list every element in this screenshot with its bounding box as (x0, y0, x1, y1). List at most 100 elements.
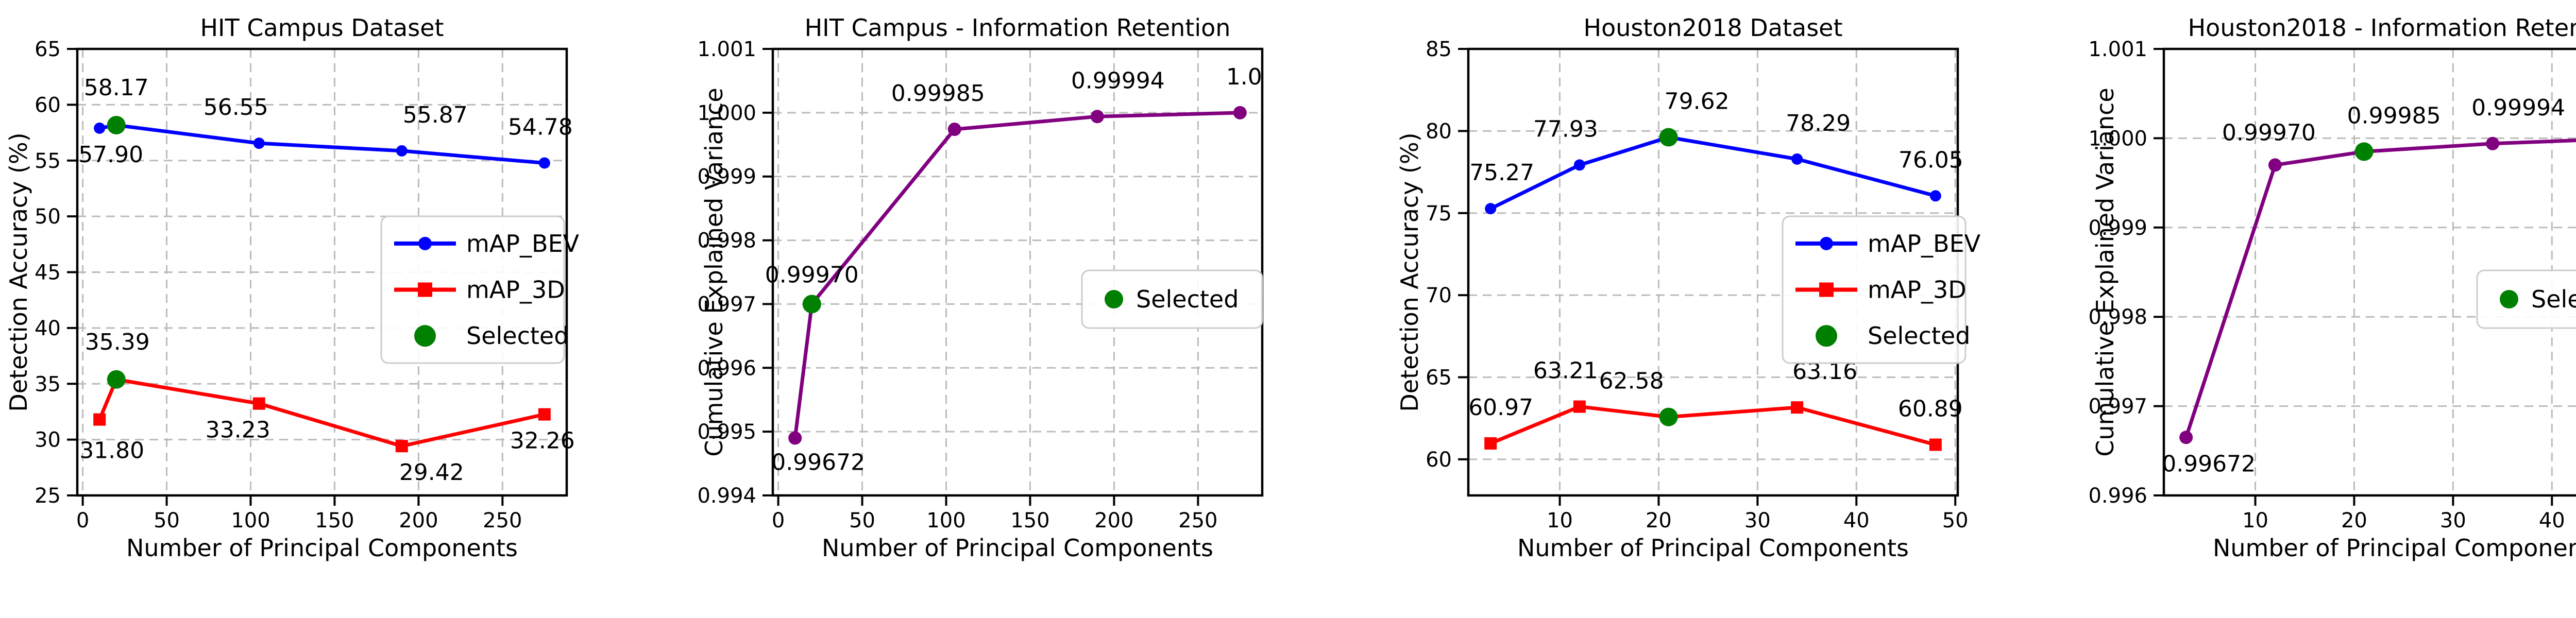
y-tick-label: 0.996 (697, 356, 756, 380)
y-tick-label: 45 (35, 261, 61, 285)
y-tick-label: 40 (35, 317, 61, 340)
x-axis-label: Number of Principal Components (2213, 534, 2576, 562)
x-tick-label: 20 (1646, 509, 1672, 533)
data-point-square-mAP_3D (252, 397, 265, 410)
y-tick-label: 85 (1426, 38, 1452, 61)
y-tick-label: 0.997 (2088, 395, 2147, 419)
data-point-mAP_BEV (1791, 153, 1803, 165)
legend-label: Selected (1136, 285, 1239, 313)
data-point-cumulative_explained_variance (2486, 136, 2500, 150)
y-tick-label: 30 (35, 428, 61, 452)
point-value-label: 62.58 (1599, 368, 1664, 394)
point-value-label: 54.78 (508, 114, 573, 141)
y-axis-label: Cumulative Explained Variance (700, 88, 728, 456)
chart-background (0, 0, 696, 618)
legend-marker-circle (418, 236, 432, 250)
y-tick-label: 50 (35, 205, 61, 229)
data-point-cumulative_explained_variance (2179, 431, 2193, 444)
y-tick-label: 1.001 (2088, 38, 2147, 61)
chart-hit-campus-accuracy: 0 50 100 150 200 250 25 30 35 40 45 50 55 60 65 HIT Cam… (0, 0, 696, 618)
y-tick-label: 0.998 (2088, 305, 2147, 329)
point-value-label: 77.93 (1533, 116, 1598, 142)
x-axis-label: Number of Principal Components (1517, 534, 1909, 562)
x-tick-label: 50 (154, 509, 180, 533)
x-tick-label: 50 (1942, 509, 1969, 533)
y-tick-label: 65 (35, 38, 61, 61)
x-tick-label: 10 (1547, 509, 1573, 533)
point-value-label: 75.27 (1469, 160, 1534, 186)
y-tick-label: 0.999 (2088, 216, 2147, 240)
legend-marker-dot (414, 325, 436, 347)
chart-houston2018-accuracy: 10 20 30 40 50 60 65 70 75 80 85 Houston2018 Datase… (1391, 0, 2087, 618)
x-tick-label: 200 (1094, 509, 1133, 533)
data-point-cumulative_explained_variance (788, 431, 802, 445)
point-value-label: 29.42 (399, 459, 464, 486)
chart-cell-houston2018-accuracy: 10 20 30 40 50 60 65 70 75 80 85 Houston2018 Datase… (1391, 0, 2087, 618)
y-tick-label: 1.000 (2088, 127, 2147, 150)
data-point-cumulative_explained_variance (1090, 110, 1104, 124)
point-value-label: 0.99672 (2162, 451, 2256, 477)
x-tick-label: 100 (231, 509, 270, 533)
selected-marker (1659, 407, 1678, 426)
y-tick-label: 75 (1426, 202, 1452, 226)
legend-box (1081, 269, 1263, 329)
data-point-mAP_BEV (94, 122, 106, 134)
x-tick-label: 100 (926, 509, 965, 533)
x-tick-label: 150 (1010, 509, 1049, 533)
point-value-label: 1.0 (1226, 64, 1262, 90)
legend-label: Selected (2531, 285, 2576, 313)
y-axis-label: Detection Accuracy (%) (1396, 132, 1423, 411)
point-value-label: 32.26 (510, 428, 575, 454)
legend-label: mAP_3D (1868, 276, 1967, 304)
x-tick-label: 40 (2539, 509, 2565, 533)
x-tick-label: 250 (1178, 509, 1217, 533)
data-point-mAP_BEV (538, 157, 550, 169)
point-value-label: 55.87 (403, 102, 468, 128)
x-axis-label: Number of Principal Components (822, 534, 1213, 562)
point-value-label: 58.17 (84, 75, 149, 101)
axis-frame (2162, 47, 2576, 497)
y-tick-label: 0.996 (2088, 484, 2147, 508)
legend-label: Selected (1868, 322, 1970, 350)
y-tick-label: 25 (35, 484, 61, 508)
y-tick-label: 1.000 (697, 101, 756, 125)
x-tick-label: 30 (1744, 509, 1771, 533)
y-tick-label: 0.998 (697, 229, 756, 253)
legend-label: Selected (466, 322, 569, 350)
data-point-square-mAP_3D (1484, 437, 1497, 450)
y-tick-label: 80 (1426, 119, 1452, 143)
data-point-cumulative_explained_variance (1233, 106, 1247, 119)
legend-marker-dot (1105, 290, 1123, 308)
legend-label: mAP_BEV (1868, 230, 1981, 258)
chart-title: HIT Campus - Information Retention (805, 14, 1231, 42)
point-value-label: 0.99970 (2222, 119, 2316, 146)
legend-marker-square (418, 282, 432, 297)
legend-marker-dot (2500, 290, 2518, 308)
y-tick-label: 65 (1426, 366, 1452, 390)
chart-title: Houston2018 - Information Retention (2188, 14, 2576, 42)
y-tick-label: 0.995 (697, 420, 756, 444)
y-tick-label: 60 (1426, 448, 1452, 472)
legend-marker-circle (1820, 236, 1833, 250)
y-tick-label: 35 (35, 372, 61, 396)
point-value-label: 0.99970 (765, 262, 859, 288)
point-value-label: 63.21 (1533, 358, 1598, 384)
chart-hit-campus-retention: 0 50 100 150 200 250 0.994 0.995 0.996 0.997 0.998… (696, 0, 1391, 618)
y-axis-label: Cumulative Explained Variance (2091, 88, 2119, 456)
data-point-square-mAP_3D (1573, 400, 1586, 413)
x-axis-label: Number of Principal Components (126, 534, 518, 562)
x-tick-label: 50 (849, 509, 875, 533)
point-value-label: 0.99994 (1071, 67, 1165, 94)
chart-cell-houston2018-retention: 10203040500.9960.9970.9980.9991.0001.001… (2087, 0, 2576, 618)
chart-cell-hit-campus-accuracy: 0 50 100 150 200 250 25 30 35 40 45 50 55 60 65 HIT Cam… (0, 0, 696, 618)
point-value-label: 60.97 (1468, 394, 1533, 421)
selected-marker (107, 116, 126, 135)
y-tick-label: 70 (1426, 284, 1452, 307)
x-tick-label: 250 (483, 509, 522, 533)
y-axis-label: Detection Accuracy (%) (5, 132, 32, 411)
point-value-label: 76.05 (1899, 147, 1963, 173)
data-point-mAP_BEV (396, 145, 408, 157)
data-point-mAP_BEV (1573, 159, 1585, 171)
point-value-label: 31.80 (79, 438, 144, 464)
